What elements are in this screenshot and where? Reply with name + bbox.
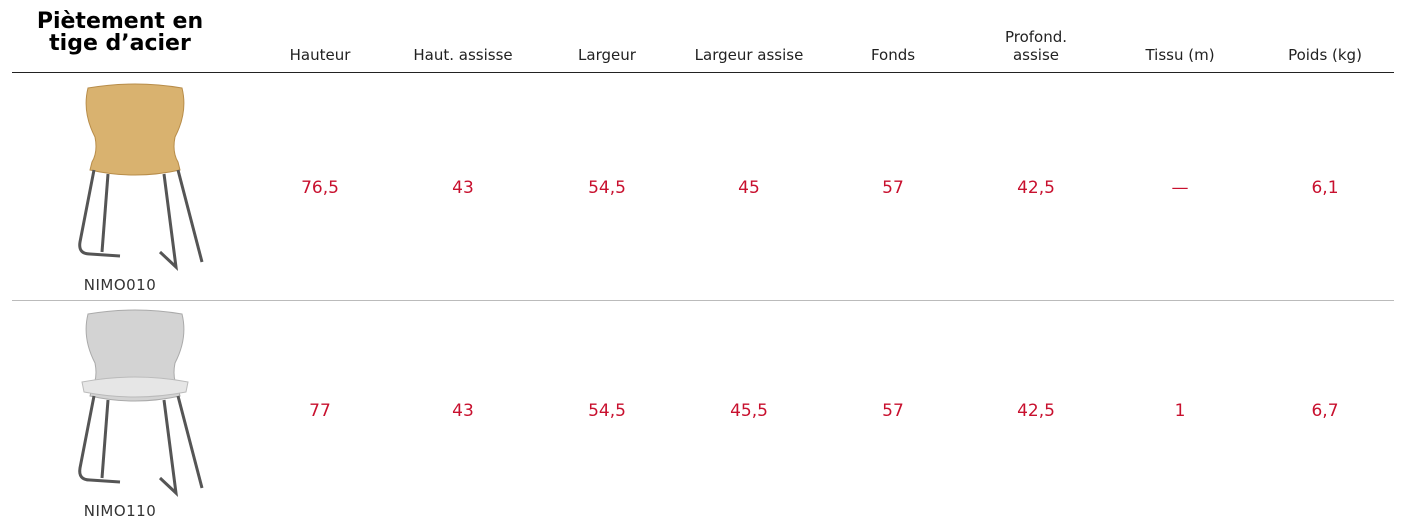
- product-code: NIMO010: [83, 276, 157, 294]
- chair-wood: [78, 83, 204, 271]
- column-header: Largeur: [578, 46, 636, 64]
- table-title-line: tige d’acier: [49, 31, 191, 56]
- spec-value: 77: [309, 401, 331, 421]
- spec-value: 54,5: [588, 401, 626, 421]
- spec-value: 1: [1174, 401, 1186, 421]
- spec-value: 57: [882, 401, 904, 421]
- spec-value: 43: [452, 401, 474, 421]
- column-header: Hauteur: [289, 46, 351, 64]
- column-header: Largeur assise: [694, 46, 804, 64]
- chair-fabric: [78, 309, 204, 497]
- spec-value: 76,5: [301, 178, 339, 198]
- column-header: Tissu (m): [1145, 46, 1215, 64]
- spec-value: 54,5: [588, 178, 626, 198]
- column-header: Profond. assise: [1004, 28, 1068, 64]
- column-header: Haut. assisse: [413, 46, 513, 64]
- row-rule: [12, 300, 1394, 301]
- spec-value: 6,1: [1311, 178, 1339, 198]
- table-title-line: Piètement en: [36, 9, 204, 34]
- spec-value: 45: [738, 178, 760, 198]
- spec-value: —: [1171, 178, 1189, 198]
- spec-value: 42,5: [1017, 401, 1055, 421]
- header-rule: [12, 72, 1394, 73]
- product-code: NIMO110: [83, 502, 157, 520]
- column-header: Poids (kg): [1288, 46, 1362, 64]
- spec-value: 42,5: [1017, 178, 1055, 198]
- spec-value: 57: [882, 178, 904, 198]
- spec-value: 6,7: [1311, 401, 1339, 421]
- column-header: Fonds: [870, 46, 916, 64]
- spec-value: 43: [452, 178, 474, 198]
- spec-value: 45,5: [730, 401, 768, 421]
